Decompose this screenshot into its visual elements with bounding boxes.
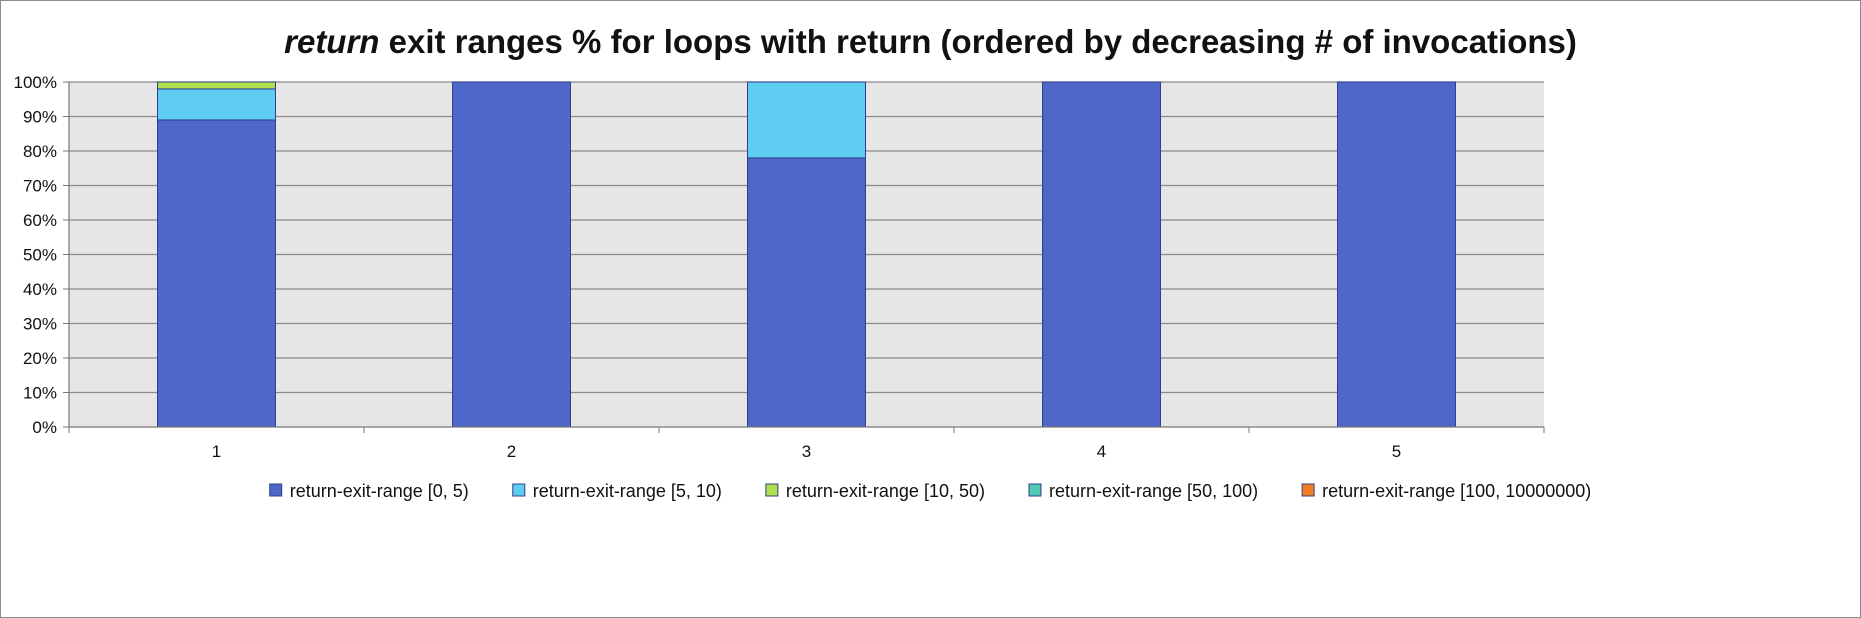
- y-tick-label: 60%: [23, 211, 57, 230]
- y-tick-label: 100%: [14, 73, 57, 92]
- y-tick-label: 30%: [23, 315, 57, 334]
- legend: return-exit-range [0, 5) return-exit-rang…: [269, 481, 1591, 501]
- y-tick-label: 80%: [23, 142, 57, 161]
- y-tick-labels: 0% 10% 20% 30% 40% 50% 60% 70% 80% 90% 100%: [14, 73, 57, 437]
- chart-title-emphasis: return: [284, 23, 380, 60]
- y-tick-label: 50%: [23, 246, 57, 265]
- legend-label: return-exit-range [10, 50): [786, 481, 985, 501]
- x-tick-label: 5: [1392, 442, 1401, 461]
- chart-title-rest: exit ranges % for loops with return (ord…: [379, 23, 1577, 60]
- bar-segment: [1337, 81, 1456, 428]
- legend-item: return-exit-range [50, 100): [1028, 481, 1258, 501]
- y-tick-label: 20%: [23, 349, 57, 368]
- x-tick-labels: 1 2 3 4 5: [212, 442, 1401, 461]
- legend-item: return-exit-range [5, 10): [512, 481, 722, 501]
- y-tick-label: 10%: [23, 384, 57, 403]
- legend-swatch: [1301, 483, 1315, 497]
- bar-segment: [452, 81, 571, 428]
- legend-item: return-exit-range [10, 50): [765, 481, 985, 501]
- legend-label: return-exit-range [5, 10): [533, 481, 722, 501]
- bar-segment: [157, 88, 276, 121]
- x-tick-label: 2: [507, 442, 516, 461]
- bar-segment: [747, 157, 866, 428]
- axes: [68, 82, 1545, 433]
- y-tick-label: 40%: [23, 280, 57, 299]
- bars: [157, 81, 1456, 428]
- legend-item: return-exit-range [100, 10000000): [1301, 481, 1591, 501]
- bar-segment: [157, 81, 276, 90]
- legend-label: return-exit-range [0, 5): [290, 481, 469, 501]
- legend-label: return-exit-range [100, 10000000): [1322, 481, 1591, 501]
- bar-segment: [157, 119, 276, 428]
- bar-segment: [1042, 81, 1161, 428]
- legend-label: return-exit-range [50, 100): [1049, 481, 1258, 501]
- legend-swatch: [512, 483, 526, 497]
- x-tick-label: 1: [212, 442, 221, 461]
- bar-segment: [747, 81, 866, 159]
- chart-title: return exit ranges % for loops with retu…: [1, 23, 1860, 61]
- x-tick-label: 4: [1097, 442, 1106, 461]
- legend-swatch: [269, 483, 283, 497]
- legend-swatch: [1028, 483, 1042, 497]
- legend-swatch: [765, 483, 779, 497]
- y-tick-label: 0%: [32, 418, 57, 437]
- y-tick-label: 90%: [23, 108, 57, 127]
- x-tick-label: 3: [802, 442, 811, 461]
- legend-item: return-exit-range [0, 5): [269, 481, 469, 501]
- y-tick-label: 70%: [23, 177, 57, 196]
